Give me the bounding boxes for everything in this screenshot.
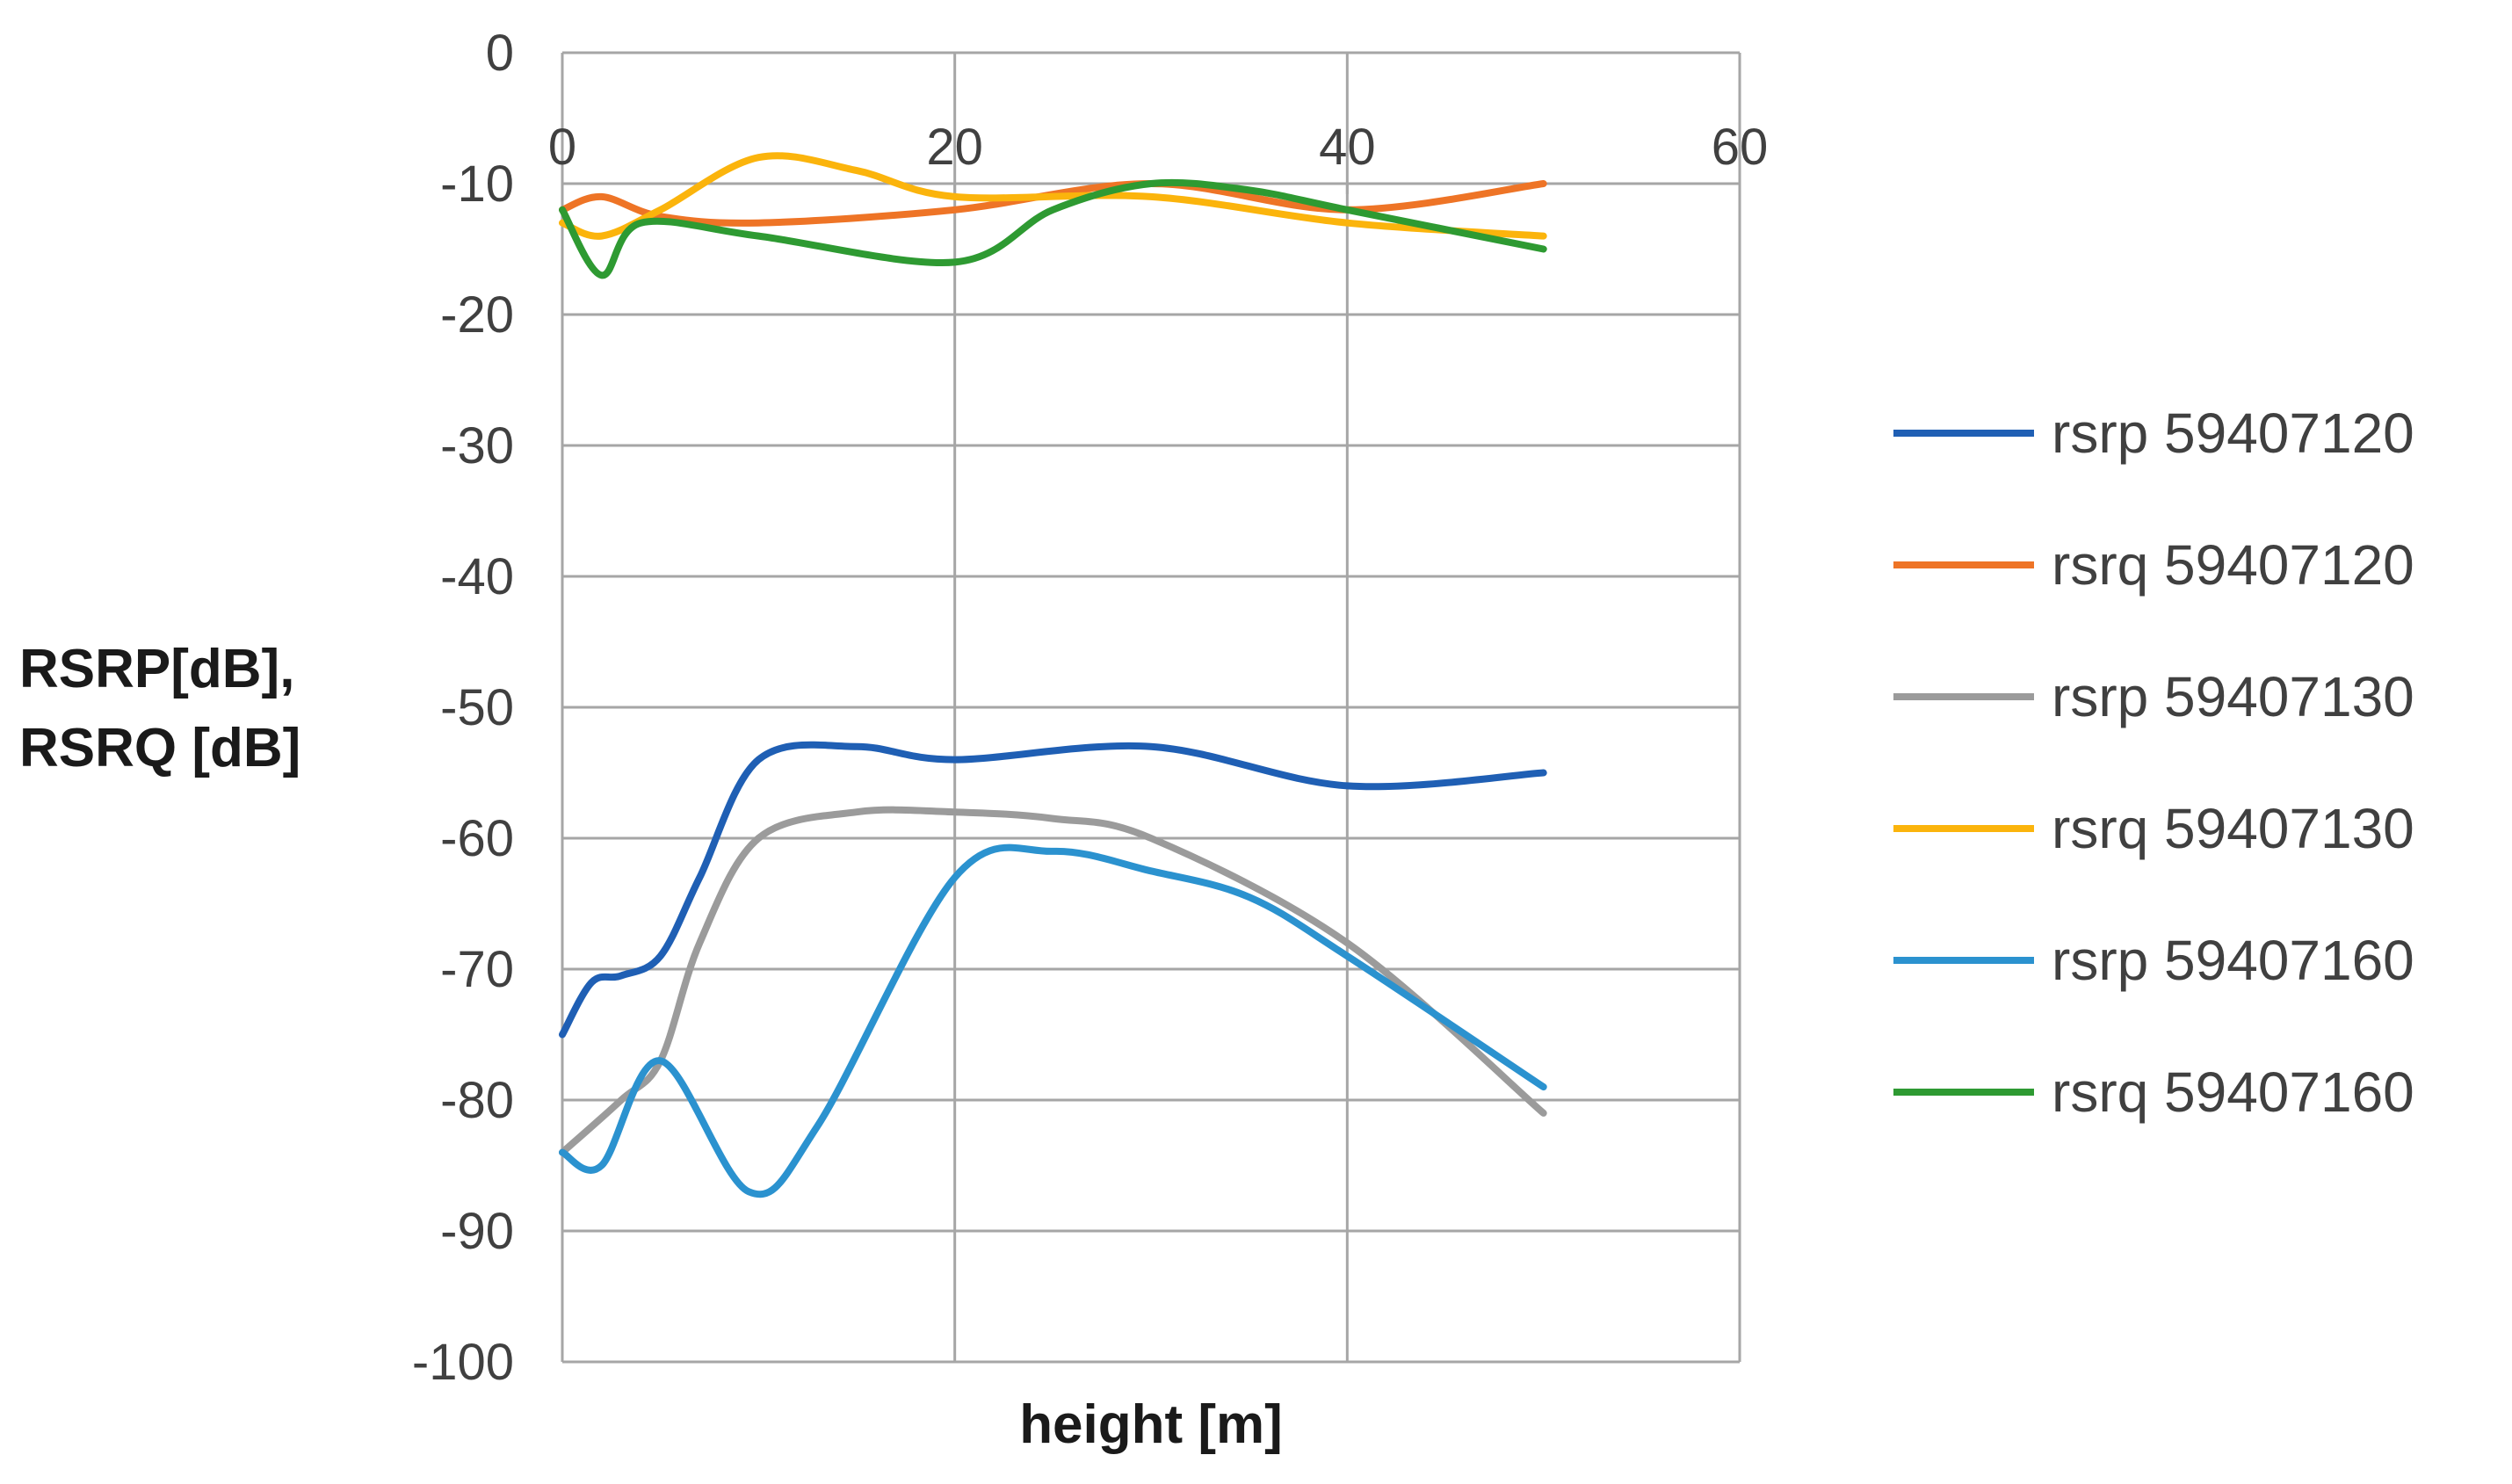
series-line-4 bbox=[559, 152, 1547, 240]
legend-label: rsrq 59407160 bbox=[2052, 1061, 2414, 1124]
y-tick-label: -30 bbox=[440, 417, 514, 474]
legend-label: rsrp 59407130 bbox=[2052, 665, 2414, 728]
x-tick-label: 0 bbox=[548, 119, 576, 176]
x-axis: 0 20 40 60 bbox=[548, 119, 1768, 176]
x-tick-label: 40 bbox=[1319, 119, 1376, 176]
series-line-6 bbox=[559, 178, 1547, 279]
legend-item: rsrq 59407130 bbox=[1893, 797, 2414, 860]
series-line-1 bbox=[559, 741, 1547, 1039]
y-tick-label: -10 bbox=[440, 156, 514, 213]
y-tick-label: -80 bbox=[440, 1072, 514, 1129]
y-tick-label: 0 bbox=[486, 25, 514, 82]
legend-item: rsrq 59407160 bbox=[1893, 1061, 2414, 1124]
grid bbox=[561, 51, 1741, 1364]
y-tick-label: -50 bbox=[440, 679, 514, 736]
y-tick-label: -60 bbox=[440, 810, 514, 867]
series-line-5 bbox=[559, 843, 1547, 1198]
y-tick-label: -40 bbox=[440, 548, 514, 605]
y-axis-title-line-2: RSRQ [dB] bbox=[19, 718, 300, 778]
legend-label: rsrp 59407160 bbox=[2052, 929, 2414, 992]
legend-item: rsrp 59407120 bbox=[1893, 402, 2414, 465]
y-tick-label: -70 bbox=[440, 941, 514, 998]
legend-label: rsrq 59407130 bbox=[2052, 797, 2414, 860]
x-axis-title: height [m] bbox=[1019, 1394, 1283, 1455]
legend: rsrp 59407120 rsrq 59407120 rsrp 59407130 r… bbox=[1893, 402, 2414, 1124]
x-tick-label: 60 bbox=[1712, 119, 1769, 176]
legend-label: rsrq 59407120 bbox=[2052, 533, 2414, 597]
legend-item: rsrp 59407160 bbox=[1893, 929, 2414, 992]
y-axis-title-line-1: RSRP[dB], bbox=[19, 639, 294, 699]
series-lines bbox=[559, 152, 1547, 1198]
x-tick-label: 20 bbox=[926, 119, 983, 176]
y-tick-label: -90 bbox=[440, 1203, 514, 1260]
y-tick-label: -100 bbox=[412, 1334, 514, 1391]
legend-item: rsrp 59407130 bbox=[1893, 665, 2414, 728]
legend-label: rsrp 59407120 bbox=[2052, 402, 2414, 465]
y-tick-label: -20 bbox=[440, 286, 514, 344]
legend-item: rsrq 59407120 bbox=[1893, 533, 2414, 597]
y-axis: 0 -10 -20 -30 -40 -50 -60 -70 -80 -90 -100 bbox=[412, 25, 514, 1391]
